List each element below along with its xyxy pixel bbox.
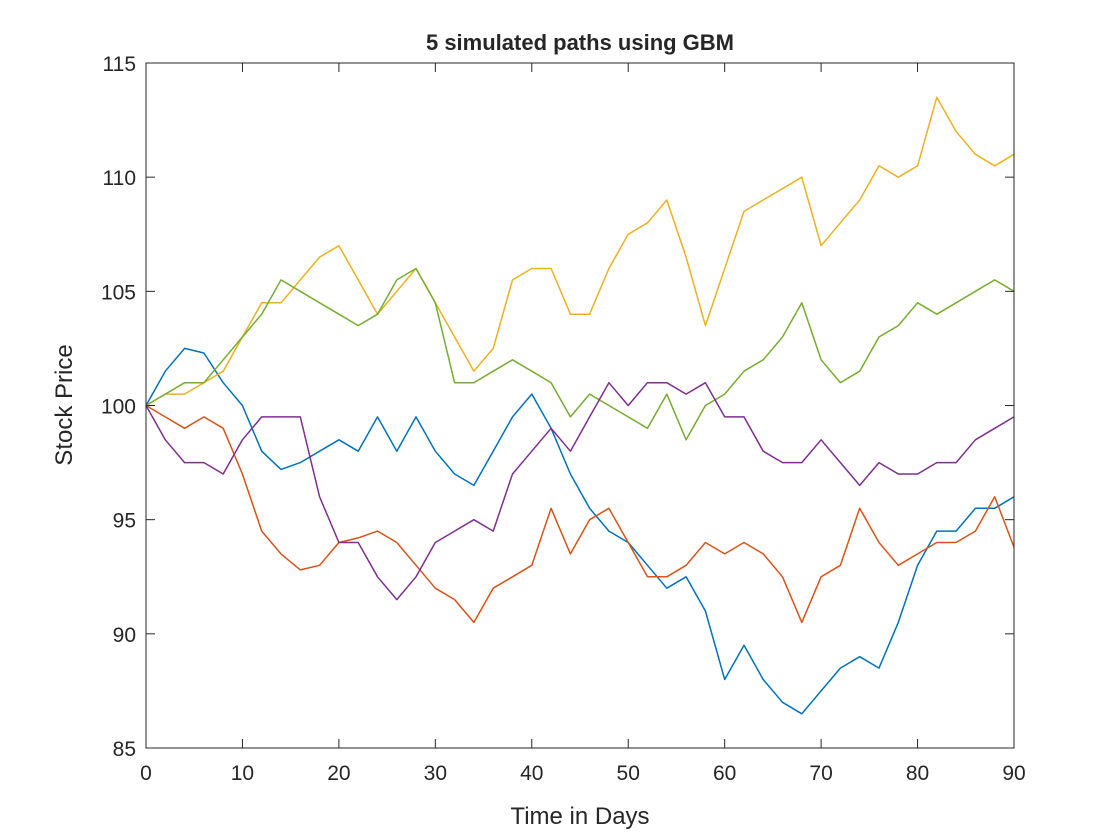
x-tick-label: 0 <box>140 762 152 785</box>
x-tick-label: 20 <box>327 762 350 785</box>
y-tick-label: 95 <box>113 510 136 533</box>
y-tick-label: 90 <box>113 624 136 647</box>
x-axis-label: Time in Days <box>510 803 649 830</box>
y-tick-label: 110 <box>103 167 136 190</box>
x-tick-label: 80 <box>906 762 929 785</box>
y-axis-label: Stock Price <box>51 344 78 465</box>
x-tick-label: 30 <box>424 762 447 785</box>
chart-title: 5 simulated paths using GBM <box>426 30 734 55</box>
series-line <box>145 347 1015 715</box>
series-line <box>145 404 1015 624</box>
series-line <box>145 267 1015 441</box>
series-line <box>145 96 1015 407</box>
y-tick-label: 105 <box>101 281 136 304</box>
y-tick-label: 100 <box>101 396 136 419</box>
y-tick-label: 115 <box>103 53 136 76</box>
x-tick-label: 40 <box>520 762 543 785</box>
x-tick-label: 10 <box>231 762 254 785</box>
x-tick-label: 90 <box>1002 762 1025 785</box>
x-tick-label: 50 <box>617 762 640 785</box>
x-tick-label: 70 <box>809 762 832 785</box>
series-line <box>145 381 1015 601</box>
x-tick-label: 60 <box>713 762 736 785</box>
y-tick-label: 85 <box>113 738 136 761</box>
